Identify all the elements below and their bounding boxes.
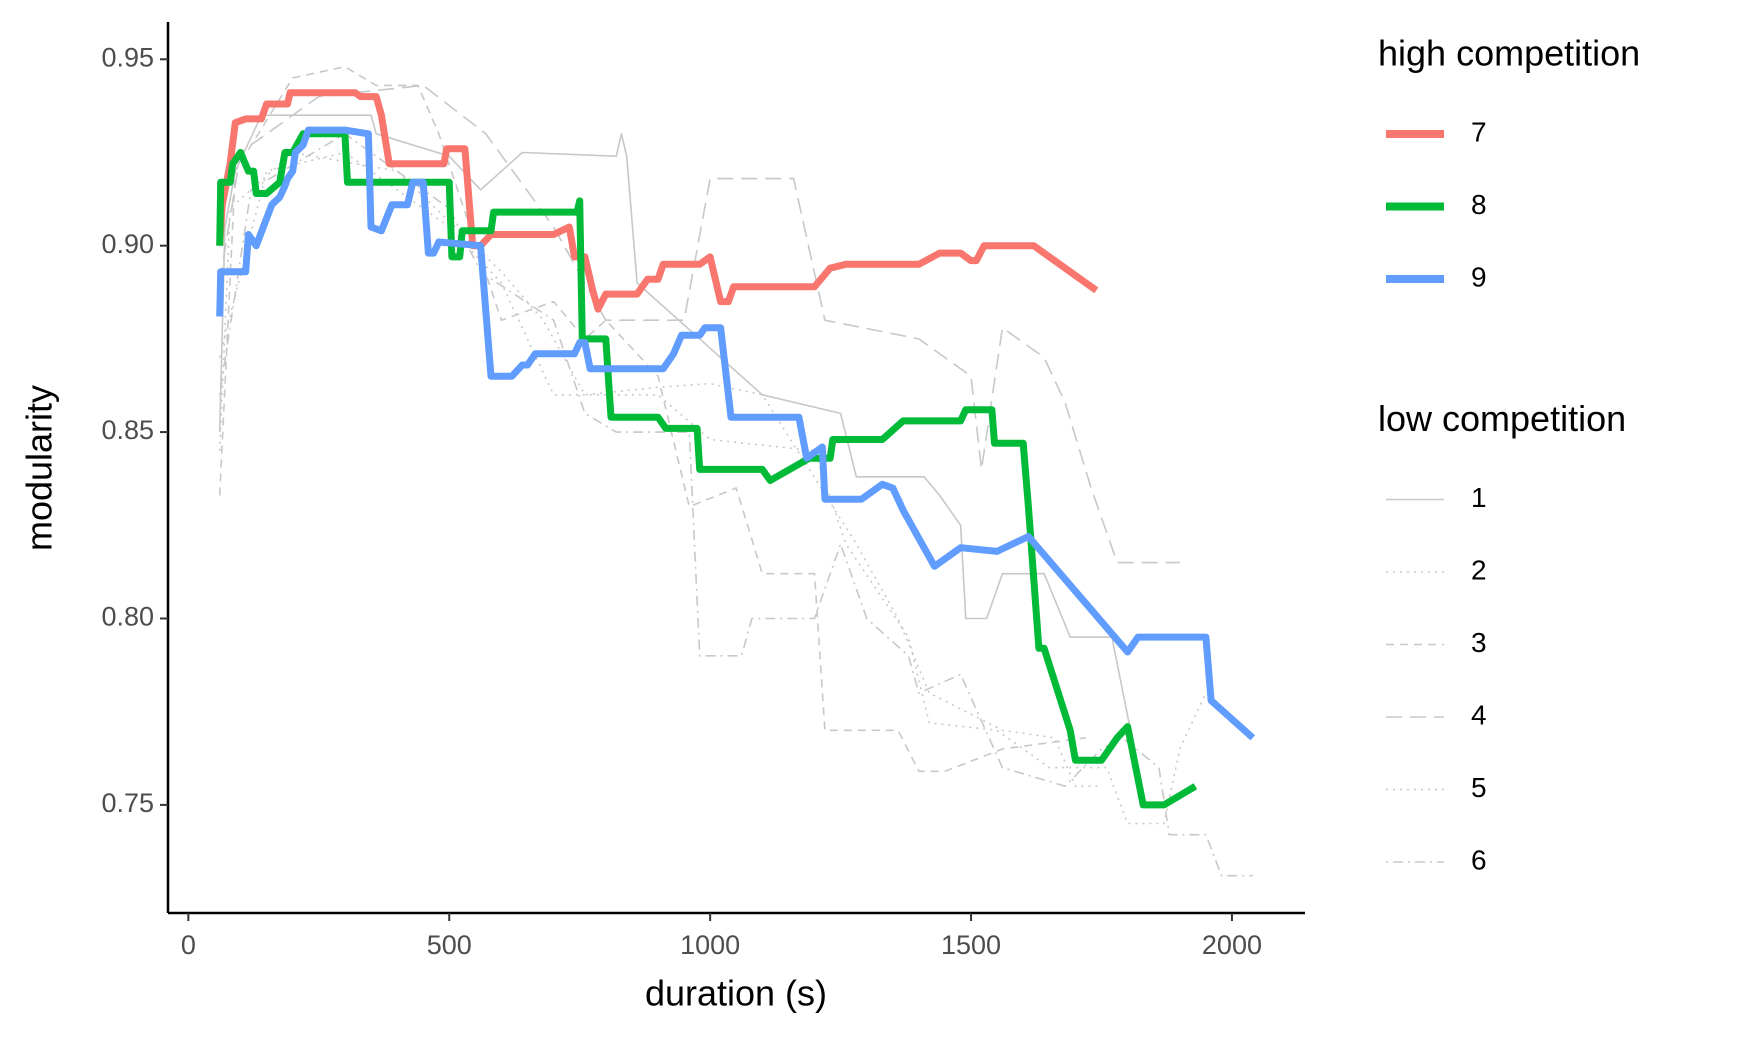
x-tick-label: 500 xyxy=(427,930,472,960)
series-line xyxy=(218,84,1180,564)
x-tick-label: 1500 xyxy=(941,930,1001,960)
legend-label: 1 xyxy=(1471,482,1487,513)
series-line xyxy=(218,151,1102,788)
legend-label: 3 xyxy=(1471,627,1487,658)
legend-label: 7 xyxy=(1471,116,1487,147)
x-tick-label: 0 xyxy=(181,930,196,960)
legend-label: 6 xyxy=(1471,844,1487,875)
legend-title: low competition xyxy=(1378,398,1626,439)
legend-label: 9 xyxy=(1471,261,1487,292)
series-line xyxy=(218,114,1139,768)
legend-label: 2 xyxy=(1471,554,1487,585)
y-axis-title: modularity xyxy=(19,385,60,551)
series-line xyxy=(216,130,1198,809)
legend-title: high competition xyxy=(1378,33,1640,74)
series-line xyxy=(218,65,1086,773)
x-tick-label: 1000 xyxy=(680,930,740,960)
y-tick-label: 0.85 xyxy=(101,415,154,445)
x-axis-title: duration (s) xyxy=(645,973,827,1014)
legend-label: 5 xyxy=(1471,772,1487,803)
legend-label: 8 xyxy=(1471,189,1487,220)
y-tick-label: 0.90 xyxy=(101,229,154,259)
x-tick-label: 2000 xyxy=(1202,930,1262,960)
series-line xyxy=(218,133,1253,877)
series-line xyxy=(216,126,1256,741)
series-line xyxy=(218,151,1207,825)
y-tick-label: 0.80 xyxy=(101,602,154,632)
y-tick-label: 0.75 xyxy=(101,788,154,818)
y-tick-label: 0.95 xyxy=(101,42,154,72)
legend-label: 4 xyxy=(1471,699,1487,730)
series-line xyxy=(216,89,1099,313)
